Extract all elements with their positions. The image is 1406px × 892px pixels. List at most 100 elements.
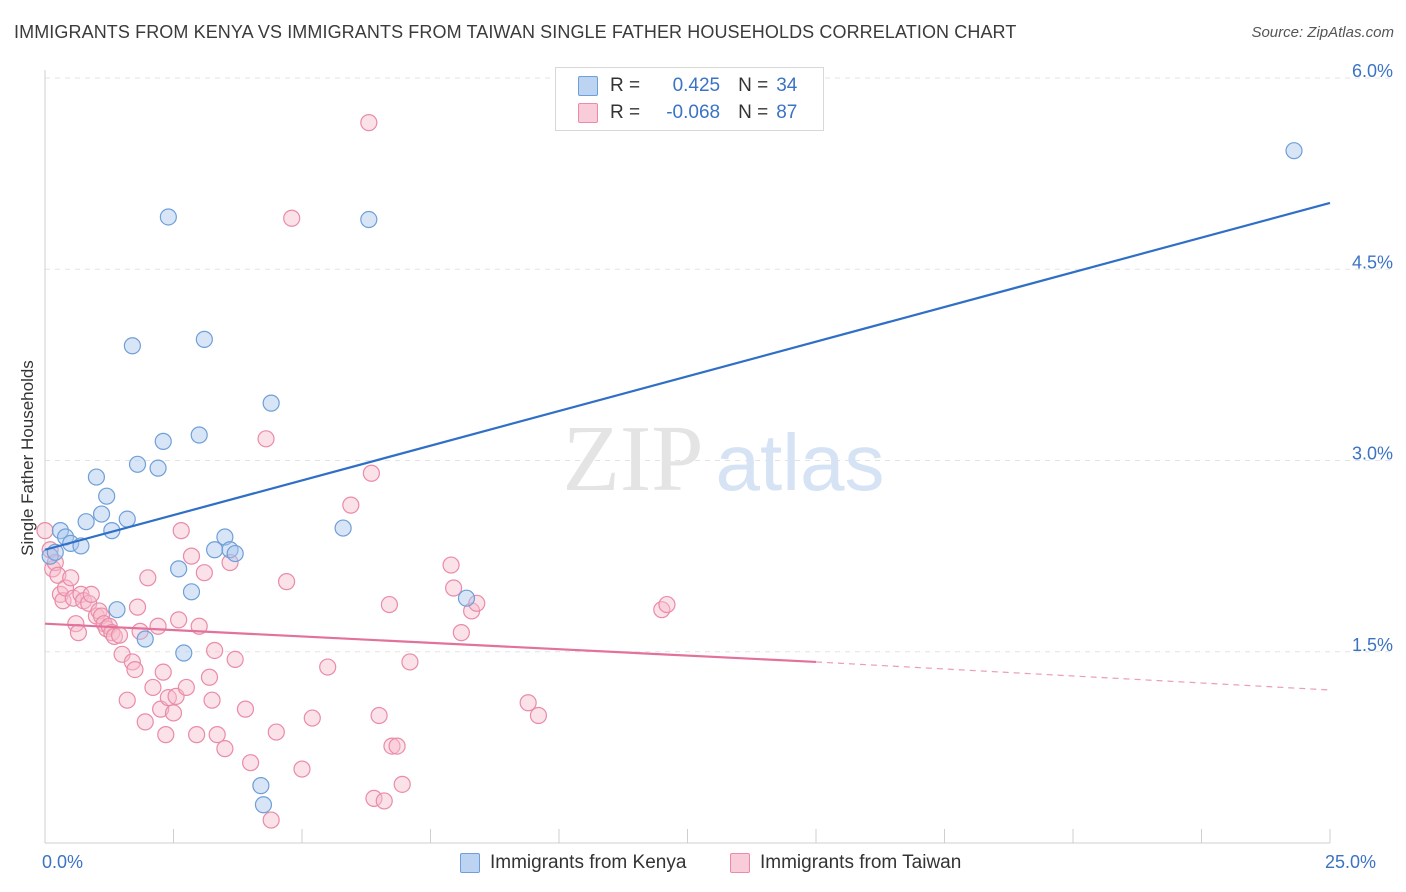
- y-tick-label: 4.5%: [1352, 252, 1393, 272]
- taiwan-point: [206, 641, 224, 660]
- kenya-point: [262, 394, 280, 412]
- legend-row-taiwan: R = -0.068 N = 87: [578, 100, 797, 126]
- kenya-point: [226, 544, 244, 563]
- taiwan-point: [653, 601, 671, 619]
- kenya-point: [360, 210, 378, 229]
- taiwan-point: [375, 792, 393, 810]
- taiwan-point: [393, 775, 411, 793]
- taiwan-point: [226, 650, 244, 669]
- taiwan-point: [468, 594, 486, 612]
- kenya-point: [149, 459, 167, 477]
- taiwan-swatch: [730, 853, 750, 873]
- watermark-zip: ZIP: [563, 407, 704, 511]
- taiwan-point: [54, 592, 72, 610]
- kenya-point: [170, 560, 188, 578]
- taiwan-point: [144, 678, 162, 697]
- legend-item-kenya[interactable]: Immigrants from Kenya: [460, 852, 686, 874]
- kenya-trend-line: [44, 201, 1331, 551]
- taiwan-point: [136, 713, 154, 731]
- taiwan-point: [49, 566, 67, 584]
- taiwan-point: [177, 678, 195, 697]
- taiwan-point: [370, 706, 388, 725]
- taiwan-point: [149, 617, 167, 635]
- taiwan-point: [342, 496, 360, 514]
- taiwan-point: [36, 522, 54, 540]
- kenya-point: [159, 208, 177, 226]
- taiwan-point: [529, 706, 548, 725]
- kenya-point: [457, 589, 476, 607]
- taiwan-point: [195, 564, 213, 582]
- taiwan-point: [262, 811, 280, 829]
- taiwan-trend-extension: [815, 661, 1331, 691]
- taiwan-point: [283, 209, 301, 227]
- kenya-swatch: [460, 853, 480, 873]
- taiwan-point: [170, 611, 188, 629]
- taiwan-point: [401, 653, 419, 671]
- taiwan-point: [445, 579, 463, 597]
- taiwan-point: [658, 595, 676, 614]
- taiwan-point: [164, 704, 183, 722]
- taiwan-point: [139, 569, 157, 587]
- taiwan-point: [110, 626, 129, 644]
- kenya-point: [254, 796, 273, 814]
- r-value: 0.425: [672, 75, 721, 96]
- y-tick-labels: 1.5% 3.0% 4.5% 6.0%: [1352, 61, 1393, 655]
- taiwan-point: [118, 691, 136, 709]
- kenya-point: [182, 583, 201, 601]
- kenya-point: [252, 777, 270, 795]
- n-label: N =: [738, 75, 769, 96]
- kenya-point: [190, 426, 208, 444]
- kenya-point: [98, 487, 116, 505]
- source-credit: Source: ZipAtlas.com: [1251, 24, 1394, 41]
- watermark-atlas: atlas: [716, 418, 885, 507]
- taiwan-point: [64, 589, 82, 607]
- taiwan-point: [172, 522, 190, 540]
- taiwan-point: [188, 726, 206, 744]
- kenya-point: [92, 505, 111, 523]
- taiwan-point: [62, 569, 80, 587]
- kenya-point: [128, 455, 147, 473]
- kenya-swatch: [578, 76, 598, 96]
- r-label: R =: [610, 102, 641, 123]
- kenya-point: [77, 513, 95, 531]
- kenya-point: [334, 519, 352, 537]
- taiwan-point: [128, 598, 147, 616]
- taiwan-point: [69, 624, 88, 642]
- kenya-point: [136, 630, 154, 648]
- taiwan-point: [242, 754, 260, 772]
- kenya-point: [123, 337, 141, 355]
- taiwan-point: [208, 726, 226, 744]
- taiwan-point: [82, 585, 100, 603]
- axes: [44, 70, 1331, 844]
- kenya-point: [108, 601, 126, 619]
- taiwan-point: [360, 114, 378, 132]
- taiwan-point: [257, 430, 275, 448]
- kenya-point: [87, 468, 106, 486]
- taiwan-point: [221, 553, 239, 572]
- series-legend: Immigrants from Kenya Immigrants from Ta…: [0, 852, 1406, 876]
- taiwan-point: [154, 663, 172, 681]
- taiwan-point: [383, 737, 401, 755]
- y-tick-label: 3.0%: [1352, 444, 1393, 464]
- taiwan-point: [216, 740, 234, 758]
- n-value: 34: [776, 75, 798, 96]
- legend-label-taiwan: Immigrants from Taiwan: [760, 852, 962, 873]
- grid-lines: [45, 77, 1393, 653]
- legend-item-taiwan[interactable]: Immigrants from Taiwan: [730, 852, 961, 874]
- y-tick-label: 1.5%: [1352, 635, 1393, 655]
- kenya-point: [175, 644, 193, 662]
- taiwan-point: [365, 789, 383, 807]
- taiwan-trend-line: [44, 622, 817, 664]
- taiwan-point: [200, 668, 219, 686]
- taiwan-points: [36, 114, 676, 829]
- kenya-point: [216, 528, 234, 546]
- taiwan-point: [236, 700, 255, 718]
- taiwan-point: [380, 595, 398, 614]
- taiwan-swatch: [578, 103, 598, 123]
- n-label: N =: [738, 102, 769, 123]
- taiwan-point: [519, 694, 537, 712]
- taiwan-point: [126, 660, 144, 679]
- kenya-point: [1285, 142, 1303, 160]
- kenya-point: [195, 330, 213, 348]
